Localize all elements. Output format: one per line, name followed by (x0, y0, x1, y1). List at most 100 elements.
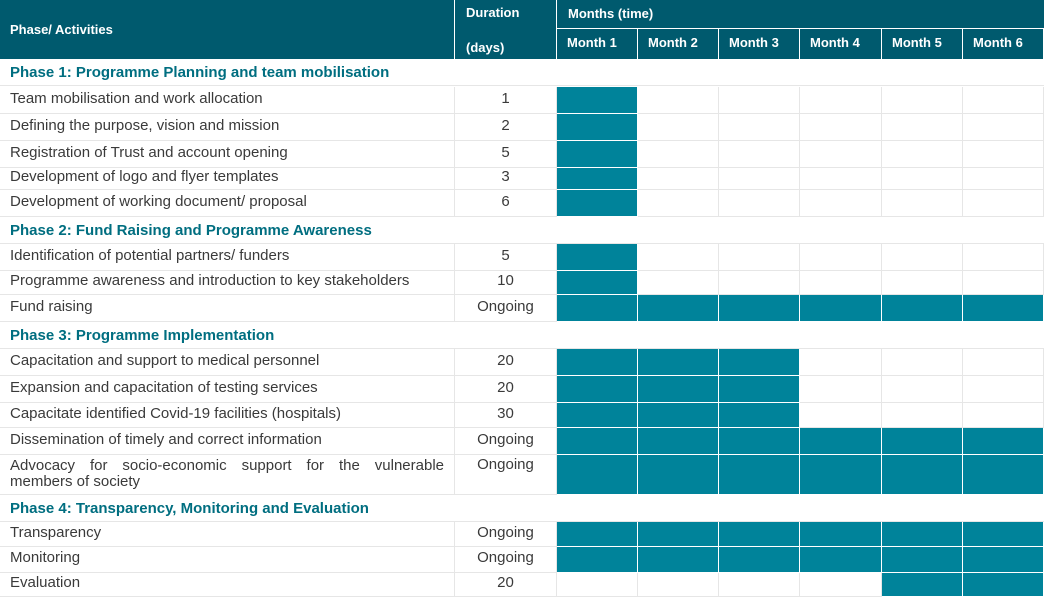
gantt-bar-month-2 (638, 547, 719, 573)
activity-duration: 30 (455, 403, 557, 428)
gantt-cell-month-6 (963, 114, 1044, 141)
gantt-cell-month-3 (719, 244, 800, 271)
gantt-bar-month-6 (963, 573, 1044, 597)
activity-duration: Ongoing (455, 547, 557, 573)
header-months-title: Months (time) (557, 0, 1044, 29)
gantt-cell-month-5 (882, 168, 963, 190)
header-month-1: Month 1 (557, 29, 638, 59)
gantt-bar-month-2 (638, 295, 719, 322)
header-duration: Duration (days) (455, 0, 557, 59)
header-duration-top: Duration (466, 5, 520, 20)
gantt-cell-month-4 (800, 87, 882, 114)
header-months-label: Months (time) (568, 6, 654, 21)
gantt-cell-month-4 (800, 114, 882, 141)
activity-name: Registration of Trust and account openin… (0, 141, 455, 168)
phase-heading: Phase 2: Fund Raising and Programme Awar… (0, 217, 1044, 244)
activity-name: Monitoring (0, 547, 455, 573)
gantt-bar-month-1 (557, 295, 638, 322)
gantt-bar-month-1 (557, 87, 638, 114)
gantt-cell-month-6 (963, 168, 1044, 190)
header-month-label: Month 3 (729, 35, 779, 50)
header-phase-activities: Phase/ Activities (0, 0, 455, 59)
activity-name: Defining the purpose, vision and mission (0, 114, 455, 141)
gantt-cell-month-5 (882, 244, 963, 271)
gantt-bar-month-1 (557, 522, 638, 547)
activity-name: Advocacy for socio-economic support for … (0, 455, 455, 495)
gantt-cell-month-2 (638, 190, 719, 217)
gantt-bar-month-4 (800, 547, 882, 573)
gantt-cell-month-4 (800, 168, 882, 190)
header-month-3: Month 3 (719, 29, 800, 59)
gantt-cell-month-1 (557, 573, 638, 597)
gantt-bar-month-3 (719, 403, 800, 428)
gantt-cell-month-6 (963, 141, 1044, 168)
gantt-cell-month-6 (963, 349, 1044, 376)
gantt-cell-month-3 (719, 168, 800, 190)
gantt-cell-month-5 (882, 271, 963, 295)
activity-name: Team mobilisation and work allocation (0, 87, 455, 114)
gantt-cell-month-4 (800, 349, 882, 376)
gantt-cell-month-5 (882, 114, 963, 141)
gantt-bar-month-5 (882, 295, 963, 322)
gantt-cell-month-2 (638, 573, 719, 597)
activity-duration: Ongoing (455, 455, 557, 495)
activity-duration: 2 (455, 114, 557, 141)
activity-duration: Ongoing (455, 295, 557, 322)
gantt-cell-month-4 (800, 376, 882, 403)
gantt-bar-month-6 (963, 455, 1044, 495)
gantt-cell-month-2 (638, 244, 719, 271)
gantt-bar-month-1 (557, 271, 638, 295)
gantt-cell-month-5 (882, 403, 963, 428)
gantt-bar-month-3 (719, 547, 800, 573)
gantt-cell-month-6 (963, 376, 1044, 403)
gantt-bar-month-2 (638, 455, 719, 495)
gantt-cell-month-2 (638, 168, 719, 190)
gantt-bar-month-6 (963, 522, 1044, 547)
activity-name: Development of working document/ proposa… (0, 190, 455, 217)
gantt-bar-month-1 (557, 141, 638, 168)
phase-heading: Phase 1: Programme Planning and team mob… (0, 59, 1044, 86)
activity-name: Fund raising (0, 295, 455, 322)
gantt-cell-month-4 (800, 403, 882, 428)
header-month-4: Month 4 (800, 29, 882, 59)
header-month-label: Month 5 (892, 35, 942, 50)
gantt-bar-month-1 (557, 403, 638, 428)
header-month-6: Month 6 (963, 29, 1044, 59)
gantt-cell-month-2 (638, 271, 719, 295)
gantt-cell-month-2 (638, 114, 719, 141)
gantt-cell-month-6 (963, 271, 1044, 295)
gantt-bar-month-5 (882, 455, 963, 495)
gantt-bar-month-2 (638, 428, 719, 455)
gantt-bar-month-3 (719, 455, 800, 495)
header-month-5: Month 5 (882, 29, 963, 59)
gantt-bar-month-2 (638, 349, 719, 376)
gantt-bar-month-5 (882, 428, 963, 455)
header-month-2: Month 2 (638, 29, 719, 59)
activity-duration: 20 (455, 573, 557, 597)
header-month-label: Month 4 (810, 35, 860, 50)
gantt-bar-month-6 (963, 295, 1044, 322)
gantt-bar-month-3 (719, 428, 800, 455)
gantt-cell-month-4 (800, 244, 882, 271)
gantt-bar-month-5 (882, 522, 963, 547)
header-month-label: Month 1 (567, 35, 617, 50)
header-phase-label: Phase/ Activities (10, 22, 113, 37)
gantt-bar-month-6 (963, 428, 1044, 455)
phase-heading: Phase 3: Programme Implementation (0, 322, 1044, 349)
gantt-bar-month-1 (557, 244, 638, 271)
activity-name: Dissemination of timely and correct info… (0, 428, 455, 455)
gantt-bar-month-3 (719, 376, 800, 403)
gantt-cell-month-6 (963, 403, 1044, 428)
gantt-bar-month-1 (557, 376, 638, 403)
gantt-bar-month-5 (882, 547, 963, 573)
gantt-cell-month-3 (719, 114, 800, 141)
gantt-bar-month-1 (557, 114, 638, 141)
gantt-cell-month-3 (719, 141, 800, 168)
header-month-label: Month 2 (648, 35, 698, 50)
activity-duration: 1 (455, 87, 557, 114)
activity-name: Evaluation (0, 573, 455, 597)
activity-duration: 20 (455, 349, 557, 376)
gantt-cell-month-4 (800, 271, 882, 295)
gantt-bar-month-2 (638, 376, 719, 403)
gantt-bar-month-1 (557, 547, 638, 573)
